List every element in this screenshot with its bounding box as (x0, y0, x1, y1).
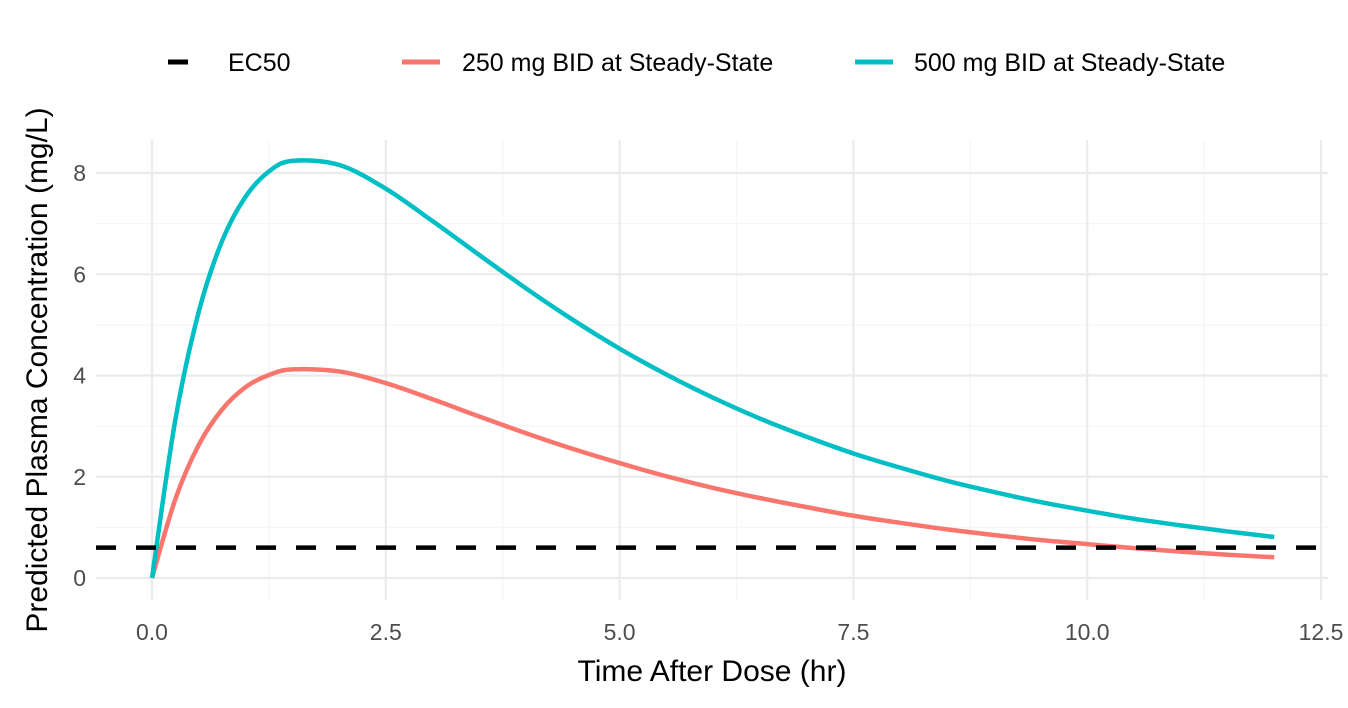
series-line-250mg (149, 366, 1275, 579)
x-tick-label: 10.0 (1065, 619, 1110, 645)
legend-item-250mg[interactable]: 250 mg BID at Steady-State (402, 49, 773, 77)
series-layer (96, 158, 1328, 579)
y-axis-title: Predicted Plasma Concentration (mg/L) (21, 107, 54, 632)
y-tick-label: 0 (73, 565, 86, 591)
legend-label-250mg: 250 mg BID at Steady-State (462, 49, 773, 77)
grid (96, 140, 1328, 600)
y-tick-label: 4 (73, 363, 86, 389)
y-tick-label: 6 (73, 261, 86, 287)
x-tick-label: 2.5 (370, 619, 402, 645)
y-tick-label: 2 (73, 464, 86, 490)
legend-item-500mg[interactable]: 500 mg BID at Steady-State (855, 49, 1225, 77)
legend-label-ec50: EC50 (228, 49, 291, 77)
legend: EC50 250 mg BID at Steady-State 500 mg B… (168, 49, 1225, 77)
y-tick-label: 8 (73, 160, 86, 186)
x-axis-ticks: 0.0 2.5 5.0 7.5 10.0 12.5 (136, 619, 1343, 645)
x-axis-title: Time After Dose (hr) (578, 655, 847, 688)
legend-item-ec50[interactable]: EC50 (168, 49, 291, 77)
x-tick-label: 0.0 (136, 619, 168, 645)
series-line-500mg (149, 158, 1275, 579)
x-tick-label: 7.5 (837, 619, 869, 645)
x-tick-label: 5.0 (604, 619, 636, 645)
y-axis-ticks: 0 2 4 6 8 (73, 160, 86, 591)
legend-label-500mg: 500 mg BID at Steady-State (914, 49, 1225, 77)
x-tick-label: 12.5 (1299, 619, 1344, 645)
